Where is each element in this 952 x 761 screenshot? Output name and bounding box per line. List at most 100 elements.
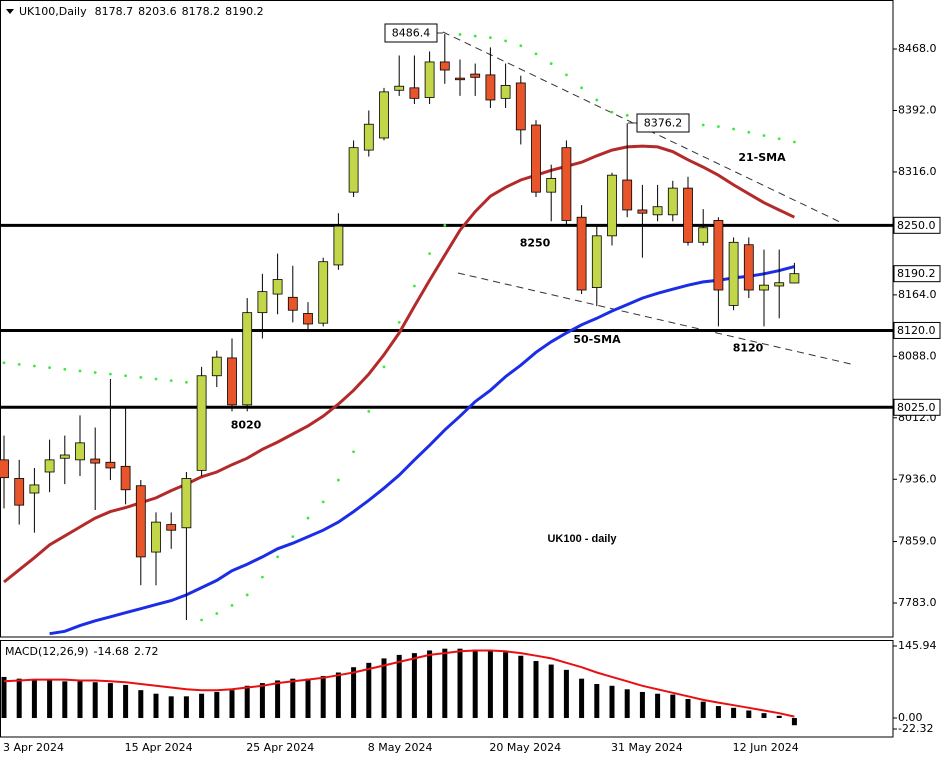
sar-dot xyxy=(185,380,188,384)
macd-bar xyxy=(305,678,311,718)
candle-body xyxy=(743,244,754,291)
sar-dot xyxy=(504,39,507,43)
sar-dot xyxy=(306,516,310,520)
macd-bar xyxy=(427,650,433,718)
level-label: 8120.0 xyxy=(897,324,936,337)
sar-dot xyxy=(245,593,249,597)
candle-body xyxy=(409,87,420,99)
chart-title: UK100 - daily xyxy=(547,533,617,545)
candle-body xyxy=(455,77,465,81)
macd-bar xyxy=(366,662,372,718)
macd-bar xyxy=(472,649,478,718)
sar-dot xyxy=(732,127,735,131)
candle-body xyxy=(196,375,207,471)
candle-body xyxy=(713,220,724,291)
candle-body xyxy=(303,313,313,325)
sar-dot xyxy=(169,379,173,382)
macd-panel-frame xyxy=(0,640,894,738)
sar-dot xyxy=(109,372,112,376)
candle-body xyxy=(683,187,693,243)
y-tick-label: 7936.0 xyxy=(898,472,937,485)
candle-body xyxy=(500,85,511,99)
sar-dot xyxy=(382,365,386,369)
macd-bar xyxy=(62,681,68,718)
header-high: 8203.6 xyxy=(138,5,177,18)
sar-dot xyxy=(33,364,36,368)
macd-bar xyxy=(259,683,265,718)
candle-body xyxy=(287,296,298,311)
x-tick-label: 3 Apr 2024 xyxy=(3,741,64,754)
sar-dot xyxy=(580,86,583,90)
macd-bar xyxy=(624,689,630,718)
menu-arrow xyxy=(6,9,14,14)
macd-bar xyxy=(411,653,417,718)
macd-bar xyxy=(670,694,676,718)
candle-body xyxy=(531,124,541,193)
candle-body xyxy=(652,206,663,216)
candle-body xyxy=(181,478,192,529)
sar-dot xyxy=(230,604,234,607)
sar-dot xyxy=(762,134,766,137)
macd-bar xyxy=(685,698,691,718)
header-close: 8190.2 xyxy=(225,5,264,18)
level-label-box xyxy=(893,321,941,339)
price-label: 8190.2 xyxy=(897,267,936,280)
sar-dot xyxy=(413,284,416,288)
macd-bar xyxy=(275,680,281,718)
y-tick-label: -22.32 xyxy=(898,722,933,735)
sar-dot xyxy=(276,555,279,559)
sar-dot xyxy=(443,223,447,227)
macd-value: -14.68 xyxy=(94,645,129,658)
sar-dot xyxy=(458,33,462,36)
candle-body xyxy=(44,459,55,473)
sar-dot xyxy=(519,44,523,48)
sar-dot xyxy=(291,535,295,539)
sar-dot xyxy=(747,130,751,134)
candle-body xyxy=(90,458,101,464)
candle-body xyxy=(348,147,359,193)
candle-body xyxy=(151,521,161,553)
y-tick-label: 8088.0 xyxy=(898,349,937,362)
sar-dot xyxy=(2,361,6,365)
macd-bar xyxy=(214,691,220,718)
candle-body xyxy=(470,73,481,78)
x-tick-label: 8 May 2024 xyxy=(368,741,433,754)
candle-body xyxy=(29,484,40,494)
macd-bar xyxy=(655,693,661,718)
main-plot xyxy=(0,31,893,636)
y-tick-label: 145.94 xyxy=(898,639,937,652)
candle-body xyxy=(75,442,85,461)
candle-body xyxy=(728,241,739,306)
trendline xyxy=(457,272,856,366)
candle-body xyxy=(257,291,268,314)
header-low: 8178.2 xyxy=(182,5,221,18)
macd-bar xyxy=(396,654,402,718)
candle-body xyxy=(667,187,678,216)
macd-bar xyxy=(731,707,737,718)
sma-label: 50-SMA xyxy=(573,333,621,346)
macd-name: MACD(12,26,9) xyxy=(5,645,89,658)
sar-dot xyxy=(489,36,492,40)
macd-bar xyxy=(548,664,554,718)
x-tick-label: 25 Apr 2024 xyxy=(246,741,314,754)
candle-body xyxy=(774,282,785,287)
y-tick-label: 8164.0 xyxy=(898,288,937,301)
macd-bar xyxy=(153,693,159,718)
peak-label-box xyxy=(384,23,438,43)
sar-dot xyxy=(549,62,553,65)
macd-bar xyxy=(92,682,98,718)
level-annotation: 8020 xyxy=(231,418,262,431)
macd-bar xyxy=(594,684,600,718)
candle-body xyxy=(576,216,587,291)
macd-bar xyxy=(138,690,144,718)
x-tick-label: 31 May 2024 xyxy=(611,741,683,754)
macd-plot xyxy=(1,648,797,726)
y-tick-label: 8316.0 xyxy=(898,165,937,178)
header-open: 8178.7 xyxy=(95,5,134,18)
macd-bar xyxy=(335,672,341,718)
sar-dot xyxy=(63,367,67,371)
overlay: 8486.4 8376.2 21-SMA 50-SMA UK100 - dail… xyxy=(3,5,941,754)
sar-dot xyxy=(701,123,705,127)
candle-body xyxy=(591,235,602,288)
